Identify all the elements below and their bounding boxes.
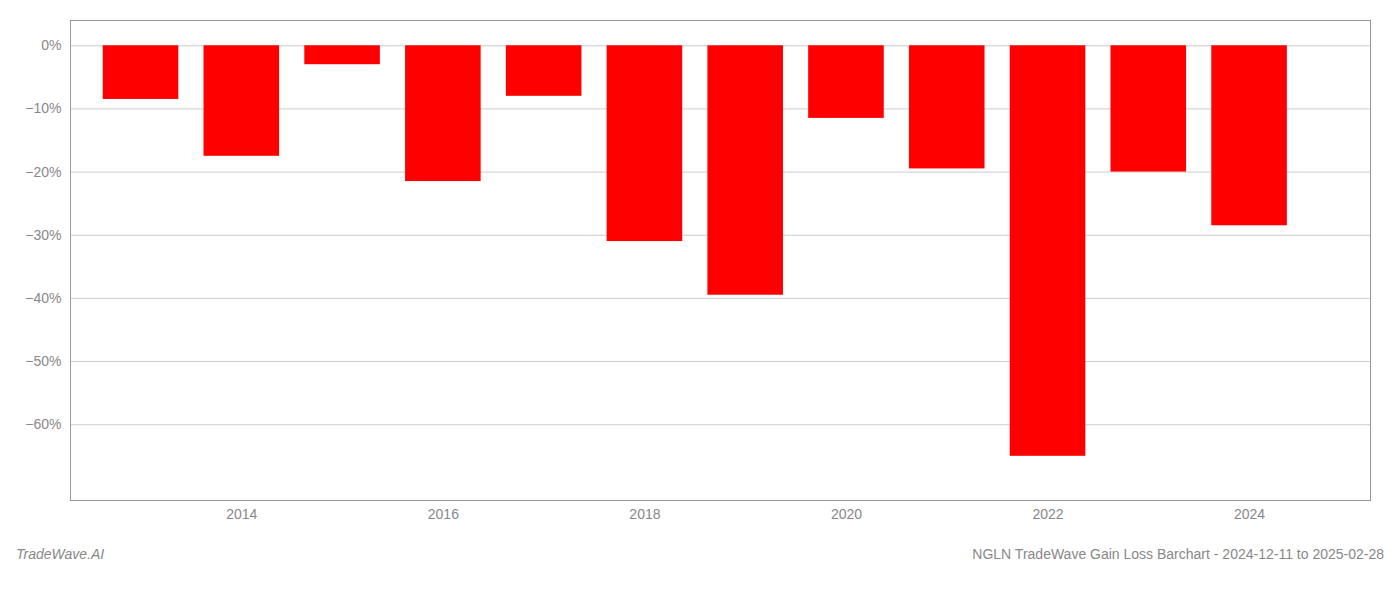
svg-text:2022: 2022 bbox=[1032, 506, 1063, 522]
svg-text:2020: 2020 bbox=[831, 506, 862, 522]
svg-text:0%: 0% bbox=[41, 37, 61, 53]
svg-text:−50%: −50% bbox=[25, 353, 61, 369]
svg-text:2016: 2016 bbox=[428, 506, 459, 522]
svg-text:−10%: −10% bbox=[25, 100, 61, 116]
svg-text:−30%: −30% bbox=[25, 227, 61, 243]
svg-text:2014: 2014 bbox=[226, 506, 257, 522]
svg-text:−60%: −60% bbox=[25, 416, 61, 432]
svg-text:2018: 2018 bbox=[629, 506, 660, 522]
svg-text:2024: 2024 bbox=[1234, 506, 1265, 522]
svg-text:−20%: −20% bbox=[25, 164, 61, 180]
html-text:NGLN TradeWave Gain Loss Barch: NGLN TradeWave Gain Loss Barchart - 2024… bbox=[972, 546, 1384, 562]
html-text:TradeWave.AI: TradeWave.AI bbox=[16, 546, 105, 562]
svg-text:−40%: −40% bbox=[25, 290, 61, 306]
